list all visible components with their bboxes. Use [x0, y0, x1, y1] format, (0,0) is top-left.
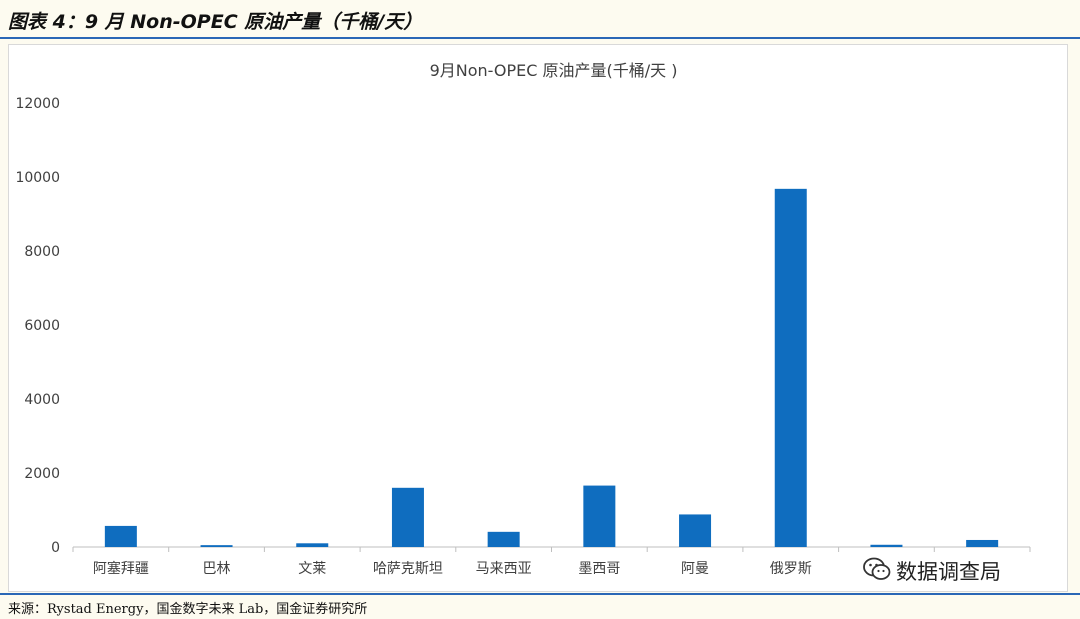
x-tick-label: 俄罗斯	[770, 561, 812, 577]
bar	[391, 487, 424, 547]
x-tick-label: 阿曼	[681, 561, 709, 577]
y-tick-label: 0	[51, 540, 60, 556]
watermark-text: 数据调查局	[896, 560, 1001, 584]
bar	[200, 545, 233, 547]
x-tick-label: 文莱	[298, 561, 326, 577]
y-tick-label: 12000	[15, 96, 60, 112]
watermark: 数据调查局	[862, 556, 1005, 586]
bar	[104, 525, 137, 547]
bar	[487, 531, 520, 547]
y-tick-label: 6000	[24, 318, 60, 334]
source-note: 来源：Rystad Energy，国金数字未来 Lab，国金证券研究所	[8, 602, 368, 617]
caption-bar: 图表 4：9 月 Non-OPEC 原油产量（千桶/天）	[0, 0, 1080, 39]
bar	[870, 544, 903, 547]
x-tick-label: 巴林	[203, 561, 231, 577]
figure-caption: 图表 4：9 月 Non-OPEC 原油产量（千桶/天）	[8, 11, 423, 33]
chart-panel	[8, 44, 1068, 592]
wechat-icon	[862, 556, 892, 587]
bar	[679, 514, 712, 547]
y-tick-label: 2000	[24, 466, 60, 482]
chart-title: 9月Non-OPEC 原油产量(千桶/天 )	[430, 61, 678, 80]
y-tick-label: 8000	[24, 244, 60, 260]
caption-rule	[0, 37, 1080, 39]
bar	[966, 539, 999, 547]
bar	[583, 485, 616, 547]
bar	[774, 188, 807, 547]
x-tick-label: 墨西哥	[578, 561, 620, 577]
x-tick-label: 阿塞拜疆	[93, 560, 149, 577]
y-tick-label: 4000	[24, 392, 60, 408]
y-tick-label: 10000	[15, 170, 60, 186]
bar	[296, 543, 329, 547]
bar-chart: 9月Non-OPEC 原油产量(千桶/天 ) 0 2000 4000 6000 8000 1…	[15, 61, 1031, 577]
source-rule	[0, 593, 1080, 595]
x-tick-label: 马来西亚	[476, 561, 532, 577]
x-tick-label: 哈萨克斯坦	[373, 561, 443, 577]
